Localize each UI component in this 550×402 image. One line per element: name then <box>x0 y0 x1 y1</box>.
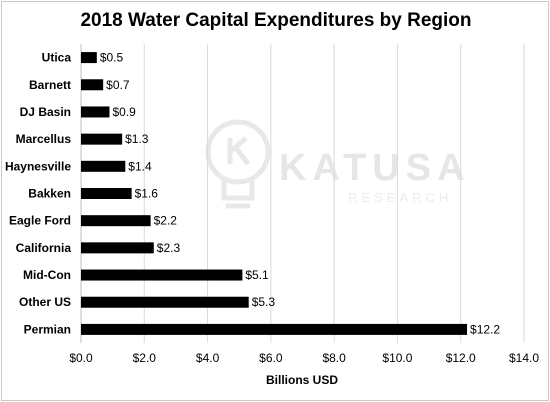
category-label: DJ Basin <box>20 105 71 119</box>
watermark: KATUSA RESEARCH <box>205 119 471 209</box>
data-label: $12.2 <box>470 322 500 336</box>
data-label: $5.3 <box>252 295 276 309</box>
x-tick-label: $6.0 <box>259 351 283 365</box>
bar <box>81 269 243 281</box>
category-label: Bakken <box>28 187 71 201</box>
category-label: Other US <box>19 295 71 309</box>
watermark-brand: KATUSA <box>279 147 471 189</box>
bar <box>81 242 154 254</box>
data-label: $1.4 <box>128 159 152 173</box>
x-tick-label: $12.0 <box>446 351 476 365</box>
data-label: $0.5 <box>100 51 124 65</box>
x-tick-label: $14.0 <box>509 351 539 365</box>
watermark-subtitle: RESEARCH <box>348 190 452 205</box>
bar <box>81 160 126 172</box>
category-label: Utica <box>42 51 72 65</box>
bar <box>81 106 110 118</box>
x-axis-ticks: $0.0 $2.0 $4.0 $6.0 $8.0 $10.0 $12.0 $14.0 <box>69 351 539 365</box>
chart-title: 2018 Water Capital Expenditures by Regio… <box>80 10 472 31</box>
data-label: $0.9 <box>112 105 136 119</box>
lightbulb-logo-icon <box>205 119 271 209</box>
bar <box>81 296 249 308</box>
data-label: $0.7 <box>106 78 130 92</box>
data-label: $5.1 <box>245 268 269 282</box>
category-label: Mid-Con <box>23 268 71 282</box>
data-label: $1.6 <box>135 187 159 201</box>
bar <box>81 215 151 227</box>
data-label: $2.3 <box>157 241 181 255</box>
bar <box>81 79 104 91</box>
bar <box>81 52 97 64</box>
x-tick-label: $10.0 <box>382 351 412 365</box>
x-tick-label: $4.0 <box>196 351 220 365</box>
bars <box>81 52 468 335</box>
category-label: Marcellus <box>16 132 72 146</box>
category-label: Barnett <box>29 78 71 92</box>
bar <box>81 188 132 199</box>
value-labels: $0.5 $0.7 $0.9 $1.3 $1.4 $1.6 $2.2 $2.3 $5.1 $5.3… <box>100 51 501 337</box>
category-labels: Utica Barnett DJ Basin Marcellus Haynesville… <box>5 51 71 337</box>
category-label: Haynesville <box>5 159 71 173</box>
x-tick-label: $0.0 <box>69 351 93 365</box>
bar <box>81 323 468 335</box>
data-label: $2.2 <box>154 214 178 228</box>
bar <box>81 133 123 145</box>
x-tick-label: $8.0 <box>322 351 346 365</box>
category-label: California <box>16 241 72 255</box>
category-label: Permian <box>24 322 71 336</box>
category-label: Eagle Ford <box>9 214 71 228</box>
x-axis-title: Billions USD <box>266 373 338 387</box>
data-label: $1.3 <box>125 132 149 146</box>
x-tick-label: $2.0 <box>133 351 157 365</box>
